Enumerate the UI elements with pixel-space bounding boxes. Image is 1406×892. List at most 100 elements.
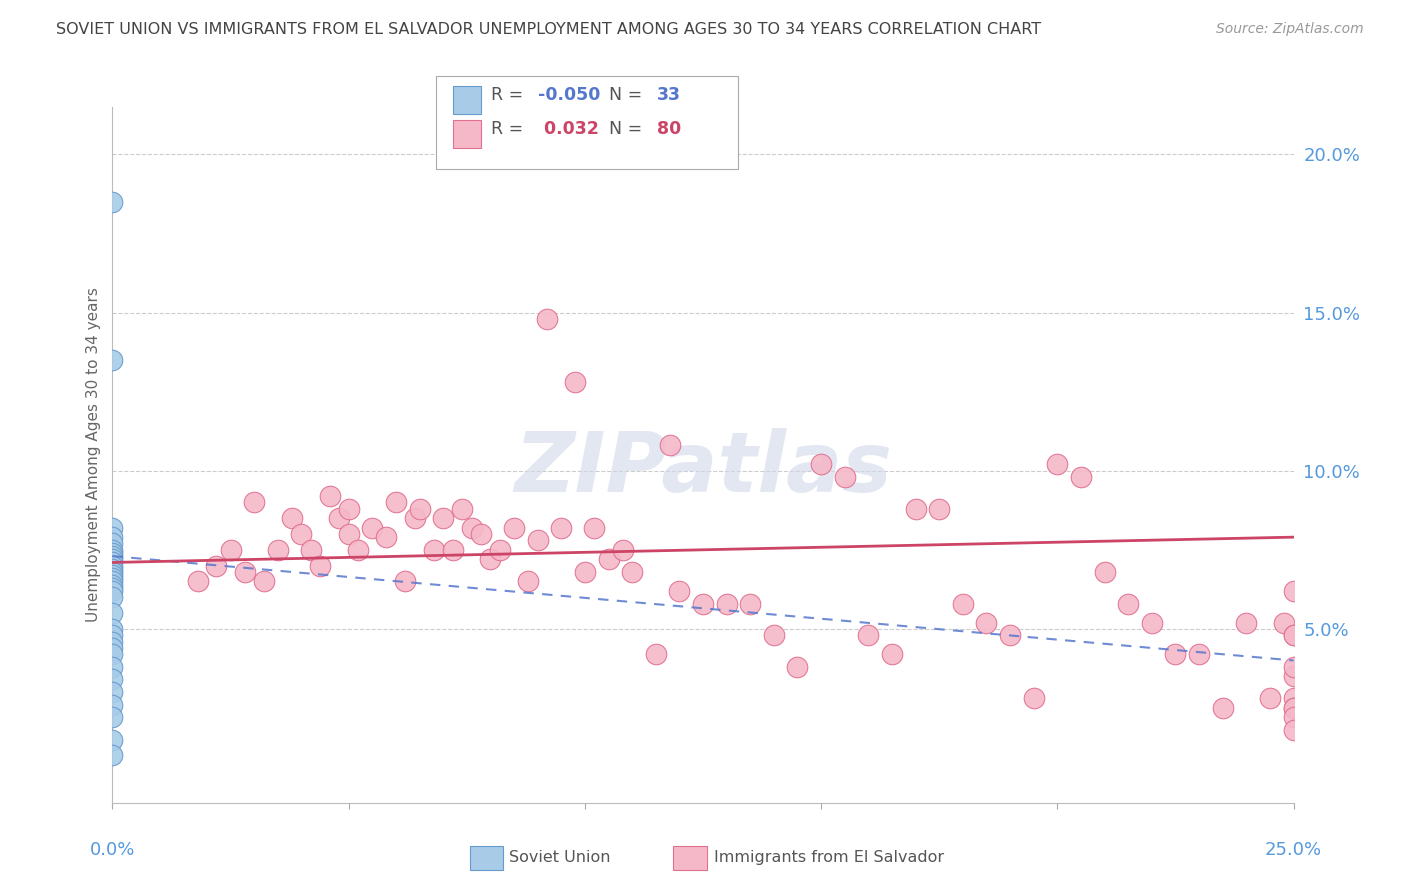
Point [658,438,681,452]
Point [385,495,408,509]
Point [1094,565,1116,579]
Point [337,501,360,516]
Point [101,556,124,570]
Point [205,558,228,573]
Point [243,495,266,509]
Point [451,501,474,516]
Point [612,542,634,557]
Point [740,597,762,611]
Point [1282,691,1305,706]
Point [101,565,124,579]
Point [460,521,482,535]
Point [101,710,124,724]
Point [716,597,738,611]
Text: 33: 33 [657,87,681,104]
Point [101,591,124,605]
Point [375,530,398,544]
Text: 0.032: 0.032 [538,120,599,138]
Point [880,647,903,661]
Point [1046,458,1069,472]
Point [101,606,124,620]
Point [101,558,124,573]
Point [1282,628,1305,642]
Point [536,312,558,326]
Point [101,542,124,557]
Point [101,353,124,368]
Point [101,194,124,209]
Point [441,542,464,557]
Point [394,574,416,589]
Point [564,375,586,389]
Text: 25.0%: 25.0% [1265,841,1322,859]
Point [574,565,596,579]
Point [1116,597,1139,611]
Point [347,542,370,557]
Point [1022,691,1045,706]
Point [101,530,124,544]
Text: R =: R = [491,87,523,104]
Point [583,521,606,535]
Point [101,673,124,687]
Point [219,542,242,557]
Point [1282,669,1305,683]
Point [101,568,124,582]
Point [101,647,124,661]
Point [101,660,124,674]
Point [526,533,548,548]
Point [101,571,124,585]
Point [432,511,454,525]
Point [928,501,950,516]
Text: Immigrants from El Salvador: Immigrants from El Salvador [714,850,945,864]
Point [361,521,384,535]
Point [101,634,124,648]
Point [267,542,290,557]
Text: 80: 80 [657,120,681,138]
Point [101,574,124,589]
Point [309,558,332,573]
Point [834,470,856,484]
Point [101,628,124,642]
Point [668,583,690,598]
Y-axis label: Unemployment Among Ages 30 to 34 years: Unemployment Among Ages 30 to 34 years [86,287,101,623]
Point [408,501,430,516]
Point [1140,615,1163,630]
Text: R =: R = [491,120,523,138]
Point [233,565,256,579]
Text: SOVIET UNION VS IMMIGRANTS FROM EL SALVADOR UNEMPLOYMENT AMONG AGES 30 TO 34 YEA: SOVIET UNION VS IMMIGRANTS FROM EL SALVA… [56,22,1042,37]
Point [1282,583,1305,598]
Point [976,615,998,630]
Point [786,660,808,674]
Point [319,489,342,503]
Point [253,574,276,589]
Point [503,521,526,535]
Point [1282,723,1305,737]
Point [299,542,322,557]
Text: 0.0%: 0.0% [90,841,135,859]
Point [762,628,785,642]
Point [489,542,512,557]
Point [281,511,304,525]
Point [101,640,124,655]
Point [1282,660,1305,674]
Point [337,527,360,541]
Point [470,527,492,541]
Point [101,581,124,595]
Point [1164,647,1187,661]
Point [328,511,350,525]
Point [101,685,124,699]
Point [550,521,572,535]
Point [692,597,714,611]
Point [290,527,312,541]
Point [479,552,502,566]
Text: -0.050: -0.050 [538,87,600,104]
Point [621,565,644,579]
Point [1282,628,1305,642]
Point [517,574,540,589]
Point [101,583,124,598]
Point [1258,691,1281,706]
Point [101,698,124,712]
Point [1070,470,1092,484]
Text: N =: N = [609,120,643,138]
Point [598,552,620,566]
Point [858,628,880,642]
